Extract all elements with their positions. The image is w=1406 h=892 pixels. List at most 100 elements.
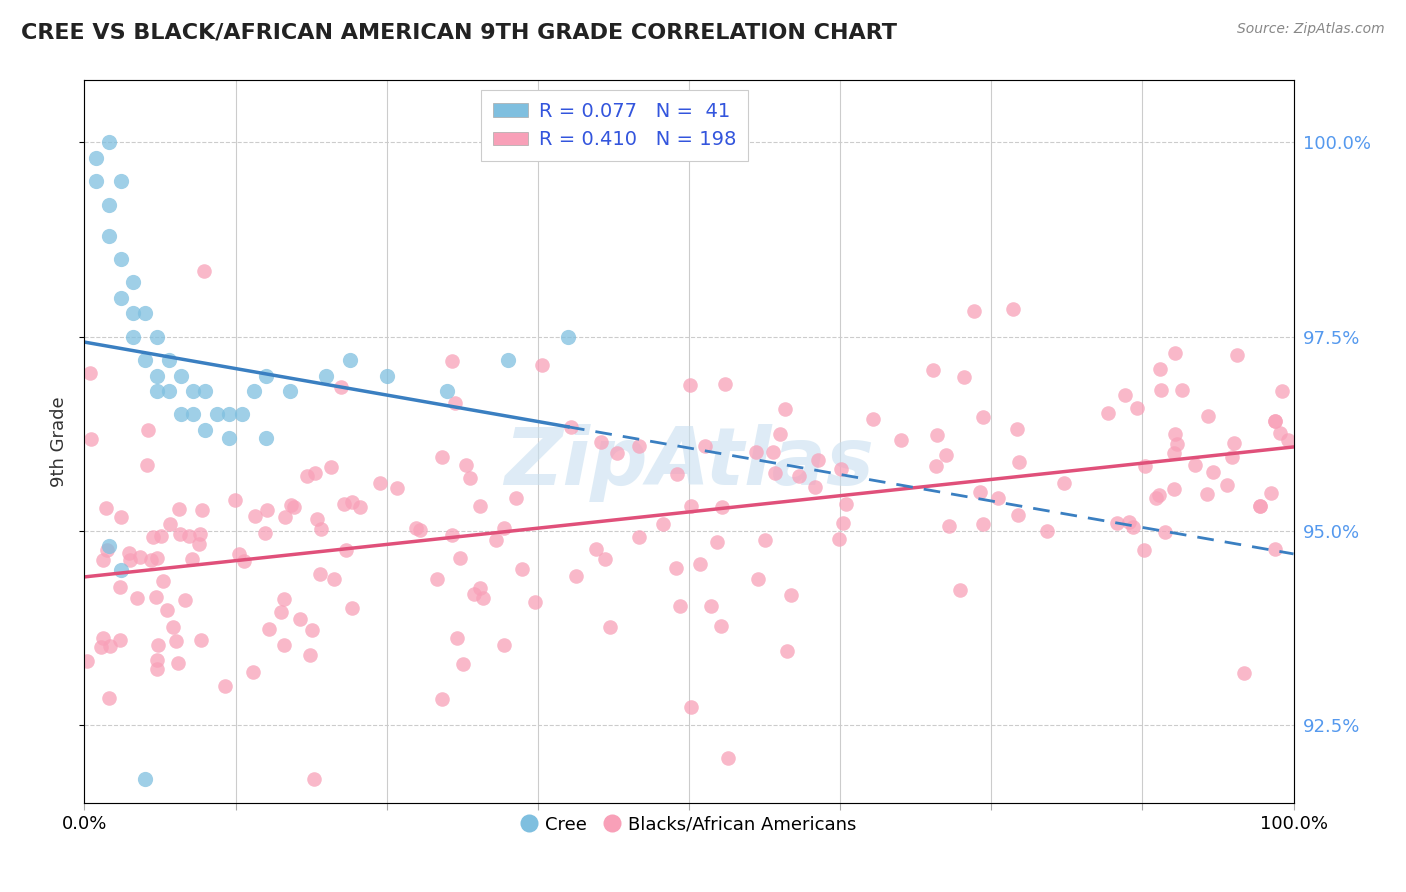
Point xyxy=(1249,499,1271,513)
Point xyxy=(342,601,364,615)
Point xyxy=(1249,499,1271,513)
Point xyxy=(149,529,172,543)
Point xyxy=(557,329,579,343)
Point xyxy=(110,563,132,577)
Point xyxy=(165,633,187,648)
Point xyxy=(169,502,191,516)
Point xyxy=(257,622,280,636)
Point xyxy=(118,553,141,567)
Point xyxy=(451,657,474,672)
Point xyxy=(108,632,131,647)
Point xyxy=(97,540,120,554)
Point xyxy=(134,772,156,787)
Point xyxy=(242,665,264,679)
Point xyxy=(79,366,101,380)
Point xyxy=(190,632,212,647)
Point xyxy=(148,638,170,652)
Point xyxy=(1007,455,1029,469)
Point xyxy=(375,368,398,383)
Point xyxy=(531,358,554,372)
Point xyxy=(145,653,167,667)
Point xyxy=(627,530,650,544)
Point xyxy=(804,480,827,494)
Point xyxy=(86,174,108,188)
Point xyxy=(1163,446,1185,460)
Point xyxy=(1132,543,1154,558)
Point xyxy=(472,591,495,606)
Point xyxy=(270,605,292,619)
Point xyxy=(152,574,174,589)
Point xyxy=(441,353,464,368)
Point xyxy=(309,522,332,536)
Point xyxy=(121,329,143,343)
Point xyxy=(862,412,884,426)
Point xyxy=(405,521,427,535)
Point xyxy=(181,408,204,422)
Point xyxy=(254,431,277,445)
Point xyxy=(446,631,468,645)
Point xyxy=(368,475,391,490)
Point xyxy=(256,502,278,516)
Point xyxy=(1197,409,1219,423)
Point xyxy=(288,612,311,626)
Point xyxy=(339,353,361,368)
Point xyxy=(280,498,302,512)
Y-axis label: 9th Grade: 9th Grade xyxy=(51,396,69,487)
Point xyxy=(775,644,797,658)
Text: Source: ZipAtlas.com: Source: ZipAtlas.com xyxy=(1237,22,1385,37)
Point xyxy=(589,435,612,450)
Point xyxy=(689,557,711,571)
Point xyxy=(565,569,588,583)
Point xyxy=(460,471,482,485)
Point xyxy=(194,384,217,398)
Point xyxy=(1264,414,1286,428)
Point xyxy=(1264,542,1286,557)
Point xyxy=(807,452,830,467)
Point xyxy=(170,408,193,422)
Point xyxy=(110,174,132,188)
Point xyxy=(1195,487,1218,501)
Point xyxy=(304,466,326,480)
Point xyxy=(156,603,179,617)
Point xyxy=(135,458,157,472)
Point xyxy=(188,537,211,551)
Point xyxy=(430,692,453,706)
Point xyxy=(717,751,740,765)
Point xyxy=(254,368,277,383)
Point xyxy=(278,384,301,398)
Point xyxy=(128,549,150,564)
Point xyxy=(146,329,169,343)
Point xyxy=(233,554,256,568)
Point xyxy=(710,618,733,632)
Point xyxy=(430,450,453,464)
Point xyxy=(1166,437,1188,451)
Point xyxy=(952,369,974,384)
Point xyxy=(76,654,98,668)
Point xyxy=(745,445,768,459)
Point xyxy=(1126,401,1149,415)
Point xyxy=(773,402,796,417)
Point xyxy=(972,516,994,531)
Point xyxy=(273,591,295,606)
Point xyxy=(110,252,132,266)
Point xyxy=(832,516,855,530)
Point xyxy=(963,304,986,318)
Point xyxy=(492,638,515,652)
Point xyxy=(787,469,810,483)
Point xyxy=(560,420,582,434)
Point xyxy=(302,772,325,787)
Point xyxy=(283,500,305,514)
Point xyxy=(1184,458,1206,473)
Point xyxy=(298,648,321,662)
Point xyxy=(830,462,852,476)
Point xyxy=(243,508,266,523)
Point xyxy=(1097,406,1119,420)
Point xyxy=(1133,458,1156,473)
Text: CREE VS BLACK/AFRICAN AMERICAN 9TH GRADE CORRELATION CHART: CREE VS BLACK/AFRICAN AMERICAN 9TH GRADE… xyxy=(21,22,897,42)
Point xyxy=(134,353,156,368)
Point xyxy=(91,553,114,567)
Point xyxy=(121,275,143,289)
Point xyxy=(436,384,458,398)
Point xyxy=(409,523,432,537)
Point xyxy=(1007,508,1029,522)
